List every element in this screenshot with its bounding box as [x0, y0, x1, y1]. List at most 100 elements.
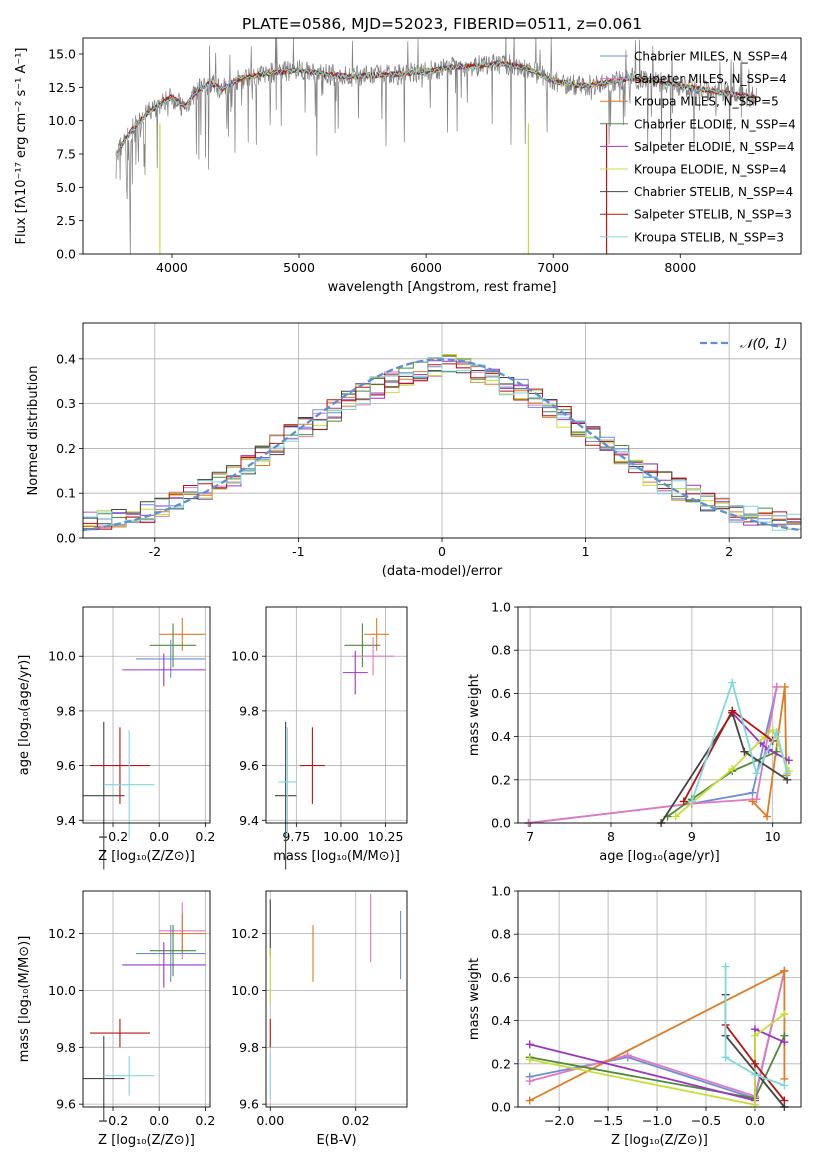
- y-tick-label: 0.0: [56, 531, 76, 546]
- data-point: [748, 788, 757, 797]
- y-tick-label: 10.0: [48, 113, 76, 128]
- data-point: [687, 797, 696, 806]
- y-tick-label: 10.2: [231, 926, 259, 941]
- y-tick-label: 9.4: [56, 813, 76, 828]
- x-tick-label: 0.00: [256, 1113, 284, 1128]
- x-tick-label: 0: [438, 544, 446, 559]
- x-tick-label: 4000: [156, 260, 188, 275]
- y-tick-label: 0.0: [56, 247, 76, 262]
- y-tick-label: 15.0: [48, 47, 76, 62]
- mass-weight-panel: 7 8 9 10 0.0 0.2 0.4 0.6 0.8 1.0 age [log₁₀(age/yr…: [467, 600, 802, 864]
- y-tick-label: 10.0: [231, 649, 259, 664]
- data-point: [721, 962, 730, 971]
- x-tick-label: 10.00: [323, 829, 359, 844]
- data-point: [525, 1055, 534, 1064]
- mass-weight-line: [528, 686, 778, 824]
- chart-title: PLATE=0586, MJD=52023, FIBERID=0511, z=0…: [242, 15, 642, 33]
- data-point: [780, 682, 789, 691]
- data-point: [750, 1059, 759, 1068]
- x-tick-label: 0.0: [745, 1113, 765, 1128]
- data-point: [750, 1100, 759, 1109]
- data-point: [752, 795, 761, 804]
- data-point: [772, 728, 781, 737]
- legend-entry: Salpeter STELIB, N_SSP=3: [634, 208, 792, 222]
- x-axis-label: wavelength [Angstrom, rest frame]: [328, 280, 557, 295]
- x-tick-label: 0.02: [342, 1113, 370, 1128]
- data-point: [780, 966, 789, 975]
- y-tick-label: 10.0: [48, 649, 76, 664]
- errorbar-panel: −0.2 0.0 0.2 9.6 9.8 10.0 10.2 Z [log₁₀(Z/Z⊙)] m…: [17, 890, 215, 1148]
- y-tick-label: 0.0: [491, 816, 511, 831]
- histogram-panel: -2 -1 0 1 2 0.0 0.1 0.2 0.3 0.4 (data-model)/error…: [26, 322, 802, 579]
- mass-weight-line: [731, 712, 790, 762]
- x-tick-label: 5000: [283, 260, 315, 275]
- histogram-line: [83, 357, 801, 533]
- y-tick-label: 0.2: [491, 1056, 511, 1071]
- legend: Chabrier MILES, N_SSP=4 Salpeter MILES, N…: [600, 50, 796, 244]
- x-axis-label: Z [log₁₀(Z/Z⊙)]: [98, 1133, 195, 1148]
- errorbar-panel: −0.2 0.0 0.2 9.4 9.6 9.8 10.0 Z [log₁₀(Z/Z⊙)] ag…: [17, 606, 215, 870]
- y-tick-label: 12.5: [48, 80, 76, 95]
- legend-entry: Salpeter ELODIE, N_SSP=4: [634, 140, 795, 154]
- axes-frame: [82, 606, 211, 824]
- y-axis-label: Flux [fλ10⁻¹⁷ erg cm⁻² s⁻¹ A⁻¹]: [14, 48, 29, 245]
- x-tick-label: −2.0: [544, 1113, 574, 1128]
- legend-entry: Kroupa ELODIE, N_SSP=4: [634, 163, 787, 177]
- model-spectrum-line: [115, 59, 757, 154]
- x-tick-label: 9: [688, 829, 696, 844]
- data-point: [748, 797, 757, 806]
- y-tick-label: 1.0: [491, 884, 511, 899]
- model-spectrum-line: [115, 60, 757, 156]
- x-axis-label: E(B-V): [316, 1133, 356, 1148]
- y-tick-label: 0.6: [491, 686, 511, 701]
- y-axis-label: mass weight: [467, 958, 482, 1040]
- gaussian-curve: [83, 358, 801, 532]
- y-tick-label: 0.1: [56, 486, 76, 501]
- x-tick-label: 7000: [537, 260, 569, 275]
- data-point: [525, 1040, 534, 1049]
- data-point: [728, 765, 737, 773]
- data-point: [728, 678, 737, 687]
- x-tick-label: 0.0: [149, 1113, 169, 1128]
- y-tick-label: 0.2: [56, 441, 76, 456]
- x-tick-label: 2: [725, 544, 733, 559]
- x-tick-label: 9.75: [282, 829, 310, 844]
- data-point: [623, 1051, 632, 1060]
- y-tick-label: 0.8: [491, 643, 511, 658]
- mass-weight-line: [529, 970, 786, 1098]
- legend-entry: Chabrier MILES, N_SSP=4: [634, 50, 788, 64]
- errorbar-panel: 0.00 0.02 9.6 9.8 10.0 10.2 E(B-V): [231, 890, 408, 1148]
- y-tick-label: 9.4: [239, 813, 259, 828]
- y-tick-label: 7.5: [56, 147, 76, 162]
- data-point: [740, 747, 749, 756]
- y-tick-label: 1.0: [491, 600, 511, 615]
- axes-frame: [517, 606, 802, 824]
- y-tick-label: 9.8: [56, 1040, 76, 1055]
- mass-weight-line: [660, 710, 788, 824]
- data-point: [679, 797, 688, 806]
- x-tick-label: 6000: [410, 260, 442, 275]
- y-tick-label: 0.4: [56, 351, 76, 366]
- spectrum-lines: [115, 38, 757, 254]
- x-tick-label: -2: [149, 544, 161, 559]
- x-tick-label: −1.0: [642, 1113, 672, 1128]
- axes-frame: [265, 606, 408, 824]
- data-point: [780, 1010, 789, 1019]
- data-point: [780, 1096, 789, 1105]
- data-point: [750, 1070, 759, 1079]
- x-tick-label: 8: [607, 829, 615, 844]
- data-point: [721, 1053, 730, 1062]
- x-tick-label: −1.5: [593, 1113, 623, 1128]
- x-tick-label: 0.2: [195, 829, 215, 844]
- data-point: [784, 756, 793, 765]
- x-axis-label: mass [log₁₀(M/M⊙)]: [273, 849, 400, 864]
- axes-frame: [82, 890, 211, 1108]
- y-tick-label: 5.0: [56, 180, 76, 195]
- y-tick-label: 9.6: [56, 758, 76, 773]
- x-tick-label: −0.5: [691, 1113, 721, 1128]
- x-tick-label: 10.25: [368, 829, 404, 844]
- spectrum-panel: 4000 5000 6000 7000 8000 0.0 2.5 5.0 7.5 10.0 12.5…: [14, 15, 802, 295]
- y-axis-label: mass [log₁₀(M/M⊙)]: [17, 936, 32, 1063]
- y-tick-label: 10.2: [48, 926, 76, 941]
- y-tick-label: 0.8: [491, 927, 511, 942]
